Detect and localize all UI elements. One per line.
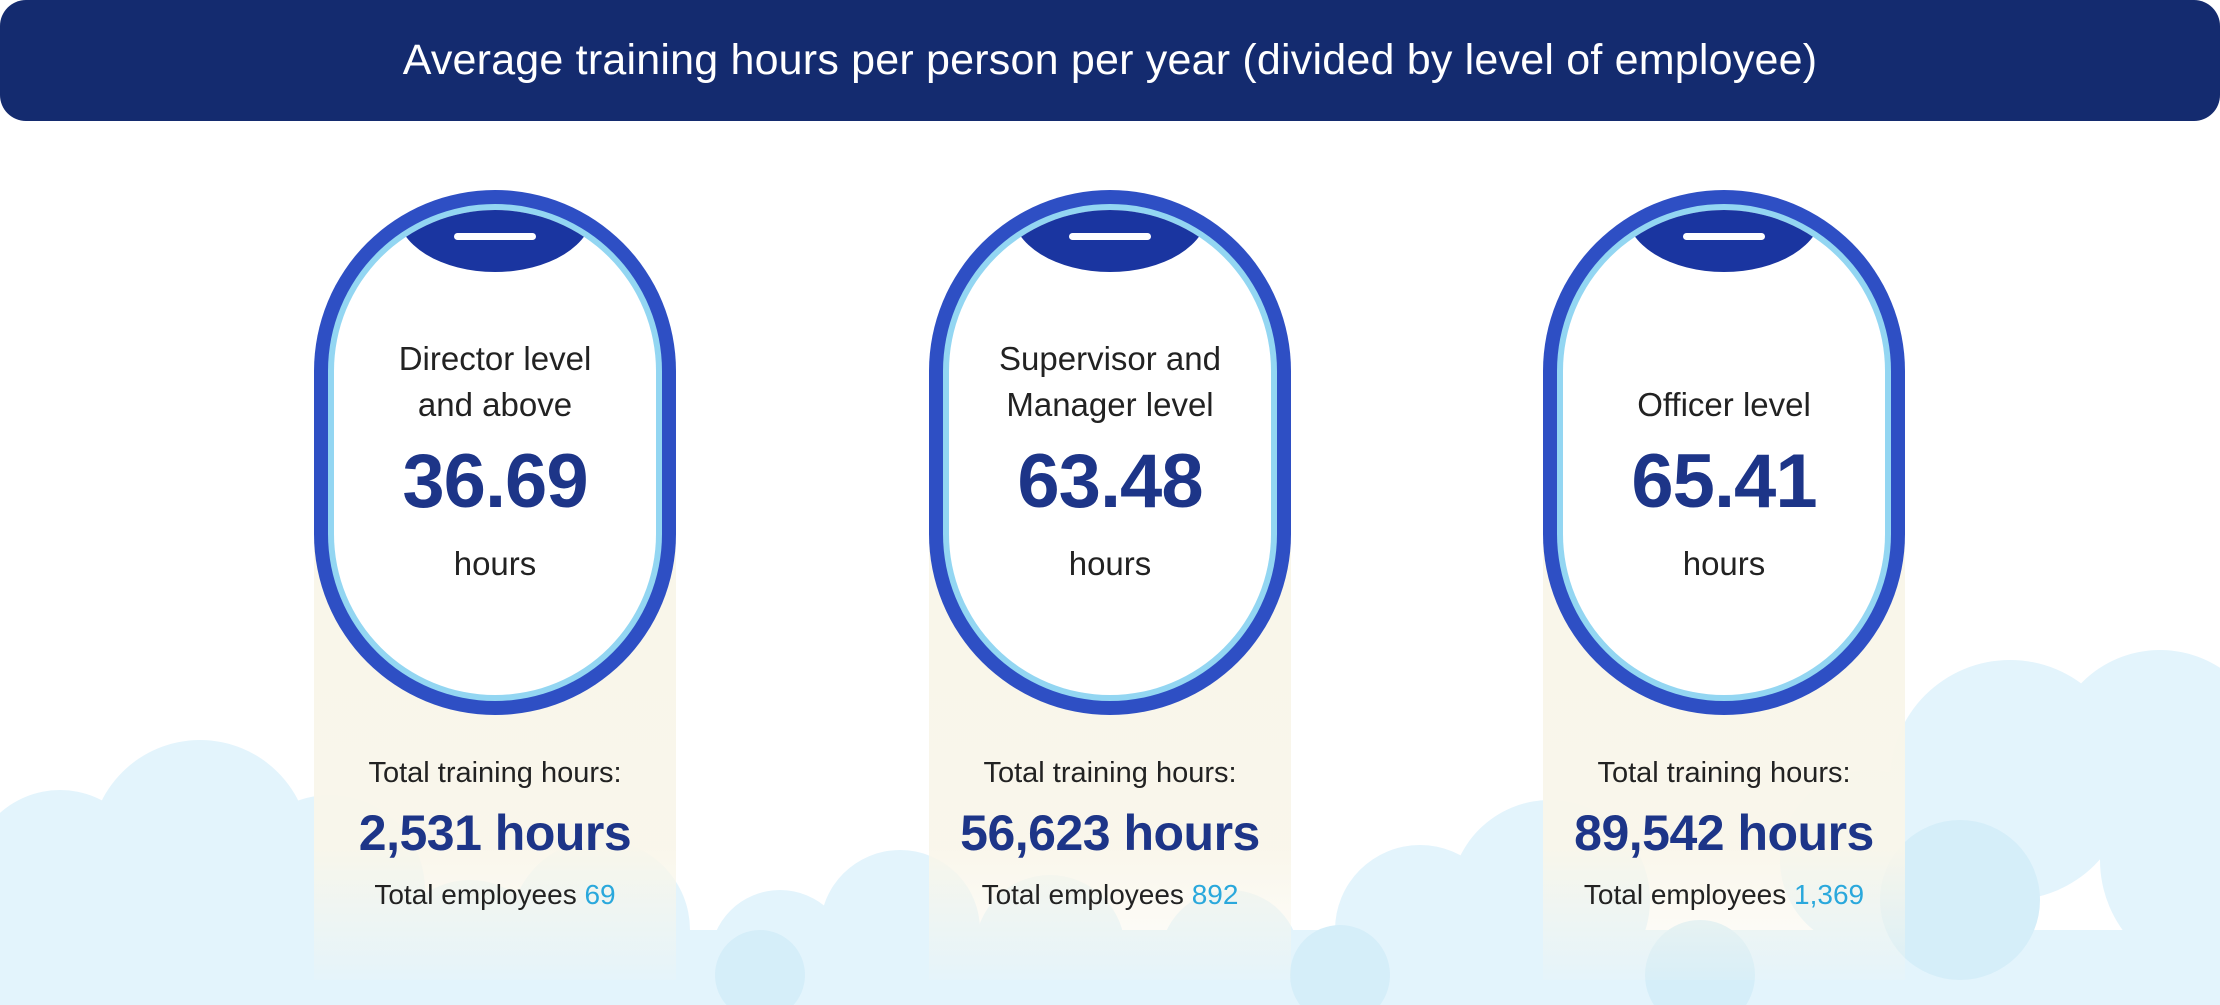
average-hours-unit: hours [1068,545,1152,582]
total-training-value: 89,542 hours [1574,805,1874,861]
window-shade-icon [397,210,593,272]
page-title-banner: Average training hours per person per ye… [0,0,2220,121]
card-stats: Total training hours: 2,531 hours Total … [314,755,676,913]
total-employees-count: 69 [584,879,616,910]
level-card-supervisor-manager: Supervisor and Manager level 63.48 hours… [929,190,1291,980]
airplane-window-frame: Officer level 65.41 hours [1543,190,1905,715]
average-hours-unit: hours [453,545,537,582]
total-training-value: 2,531 hours [358,805,632,861]
total-employees-count: 1,369 [1794,879,1865,910]
level-line-2: and above [417,386,573,423]
total-employees-label: Total employees [374,879,577,910]
total-training-label: Total training hours: [368,757,622,789]
window-pane: Supervisor and Manager level 63.48 hours [949,210,1271,695]
shade-handle [1069,233,1151,240]
level-card-director: Director level and above 36.69 hours Tot… [314,190,676,980]
total-training-label: Total training hours: [1597,757,1851,789]
window-shade-icon [1012,210,1208,272]
window-pane: Officer level 65.41 hours [1563,210,1885,695]
average-hours-value: 36.69 [402,439,588,524]
total-employees-row: Total employees 69 [374,877,615,913]
level-line-1: Director level [398,340,592,377]
average-hours-unit: hours [1682,545,1766,582]
total-employees-label: Total employees [981,879,1184,910]
window-pane: Director level and above 36.69 hours [334,210,656,695]
level-line-1: Supervisor and [999,340,1221,377]
card-stats: Total training hours: 89,542 hours Total… [1543,755,1905,913]
airplane-window-frame: Supervisor and Manager level 63.48 hours [929,190,1291,715]
total-employees-row: Total employees 1,369 [1584,877,1864,913]
level-line-2: Manager level [1006,386,1214,423]
level-line-2: Officer level [1637,386,1811,423]
card-stats: Total training hours: 56,623 hours Total… [929,755,1291,913]
level-card-officer: Officer level 65.41 hours Total training… [1543,190,1905,980]
total-employees-label: Total employees [1583,879,1787,910]
total-training-label: Total training hours: [983,757,1237,789]
total-employees-row: Total employees 892 [982,877,1239,913]
page-title: Average training hours per person per ye… [402,36,1818,84]
airplane-window-frame: Director level and above 36.69 hours [314,190,676,715]
employee-level-label: Director level and above [399,328,592,428]
average-hours-value: 63.48 [1017,439,1203,524]
window-shade-icon [1626,210,1822,272]
shade-handle [454,233,536,240]
average-hours-value: 65.41 [1631,439,1817,524]
employee-level-label: Supervisor and Manager level [999,328,1221,428]
total-training-value: 56,623 hours [960,805,1260,861]
total-employees-count: 892 [1191,879,1239,910]
employee-level-label: Officer level [1637,328,1811,428]
shade-handle [1683,233,1765,240]
